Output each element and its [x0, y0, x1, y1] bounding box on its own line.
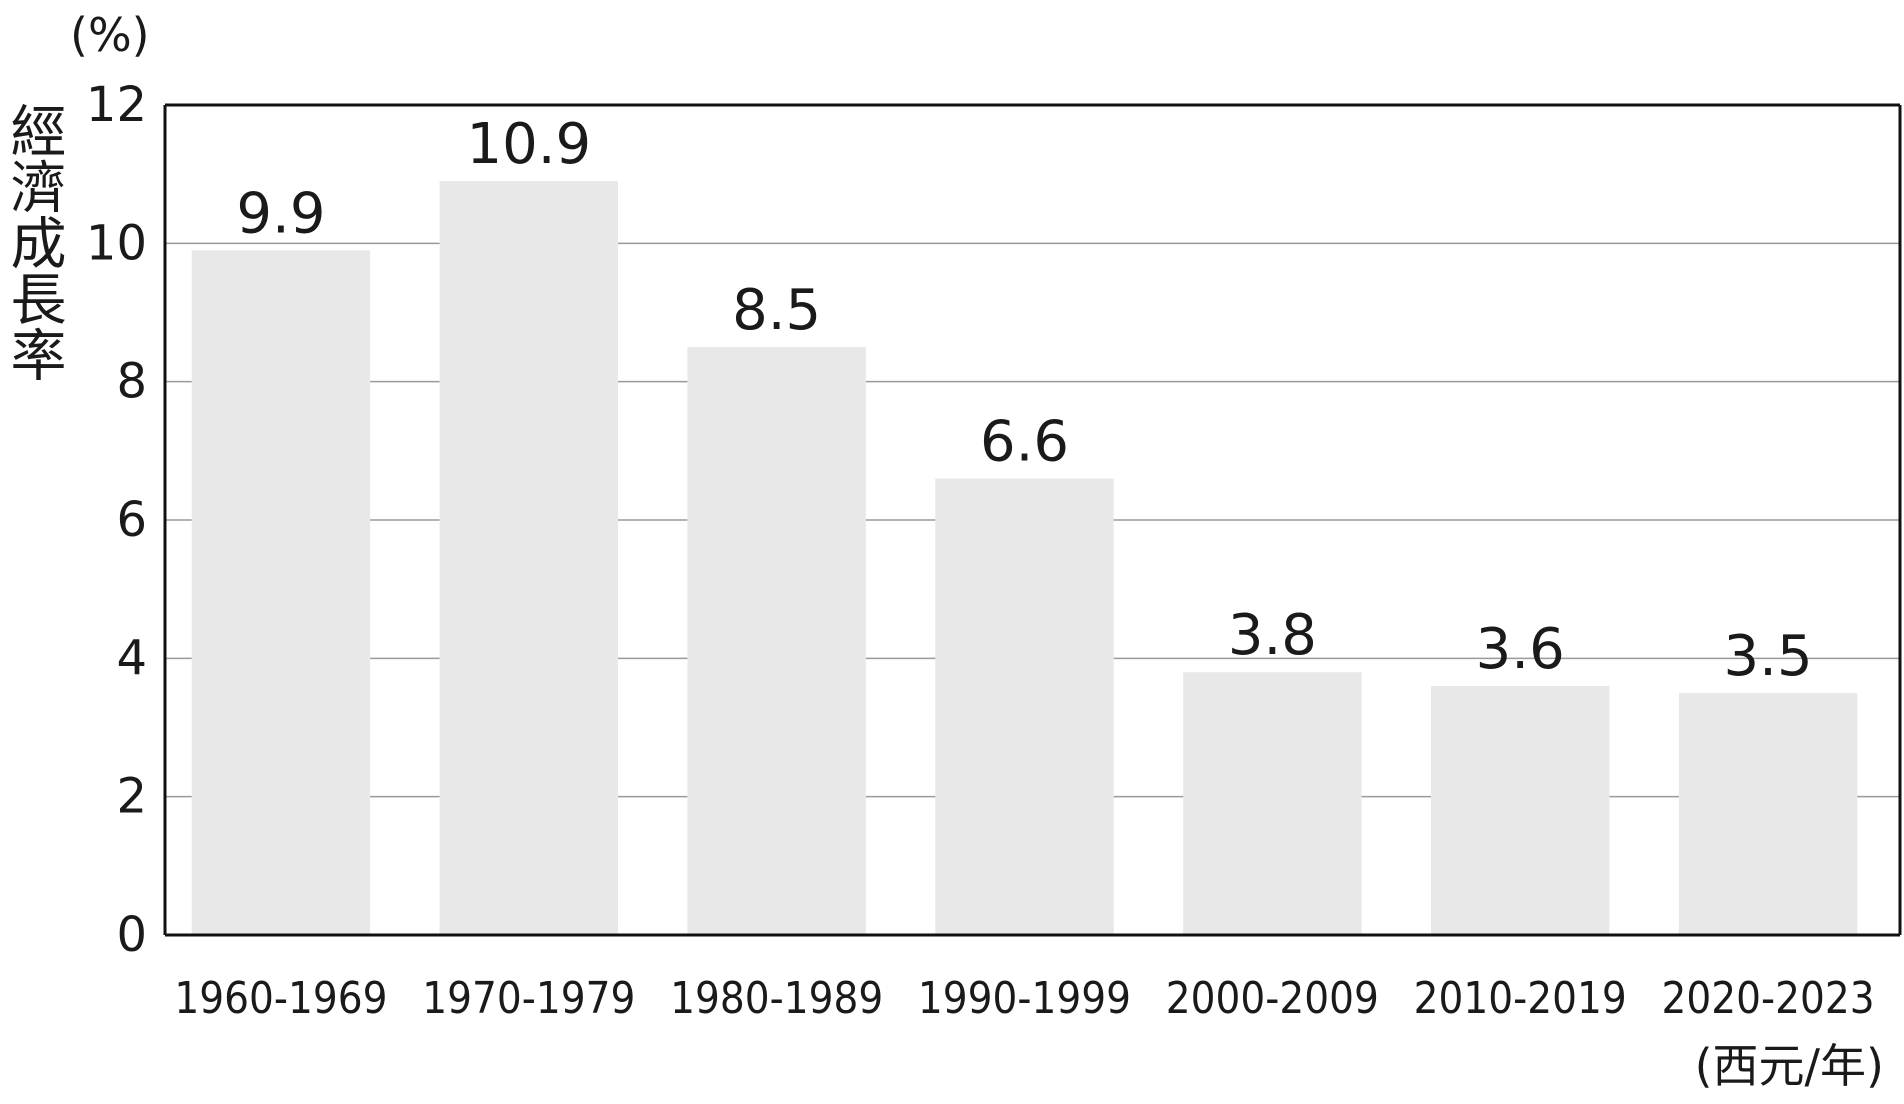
bar: [687, 347, 866, 935]
y-axis-label: 經濟成長率: [1, 102, 66, 382]
y-tick-label: 2: [116, 769, 147, 825]
bar: [191, 250, 371, 935]
x-tick-label: 1960-1969: [174, 973, 387, 1024]
x-tick-label: 1970-1979: [422, 973, 635, 1024]
y-tick-label: 8: [116, 354, 147, 410]
bar: [439, 181, 619, 936]
y-axis-unit: (%): [70, 8, 150, 62]
y-tick-label: 12: [86, 77, 147, 133]
x-tick-label: 2010-2019: [1414, 973, 1627, 1024]
data-label: 3.6: [1476, 617, 1565, 682]
data-label: 3.8: [1228, 603, 1317, 668]
y-tick-label: 10: [86, 215, 147, 271]
data-label: 10.9: [466, 112, 591, 177]
data-label: 3.5: [1724, 624, 1813, 689]
bar: [935, 478, 1114, 935]
x-tick-label: 1990-1999: [918, 973, 1131, 1024]
bar: [1678, 692, 1858, 935]
data-label: 6.6: [980, 410, 1069, 475]
y-tick-label: 0: [116, 907, 147, 963]
y-tick-label: 6: [116, 492, 147, 548]
x-axis-unit: (西元/年): [1694, 1039, 1884, 1093]
axis-layer: 0 2 4 6 8 10 12 1960-1969 1970-1979 1980-1989 1990…: [86, 77, 1902, 1024]
y-tick-label: 4: [116, 630, 147, 686]
bar: [1430, 686, 1610, 935]
x-tick-label: 2020-2023: [1661, 973, 1874, 1024]
data-label: 8.5: [732, 278, 821, 343]
bar: [1183, 672, 1362, 935]
x-tick-label: 2000-2009: [1166, 973, 1379, 1024]
bar-layer: [191, 181, 1858, 936]
x-tick-label: 1980-1989: [670, 973, 883, 1024]
data-label-layer: 9.9 10.9 8.5 6.6 3.8 3.6 3.5: [236, 112, 1812, 689]
data-label: 9.9: [236, 181, 325, 246]
